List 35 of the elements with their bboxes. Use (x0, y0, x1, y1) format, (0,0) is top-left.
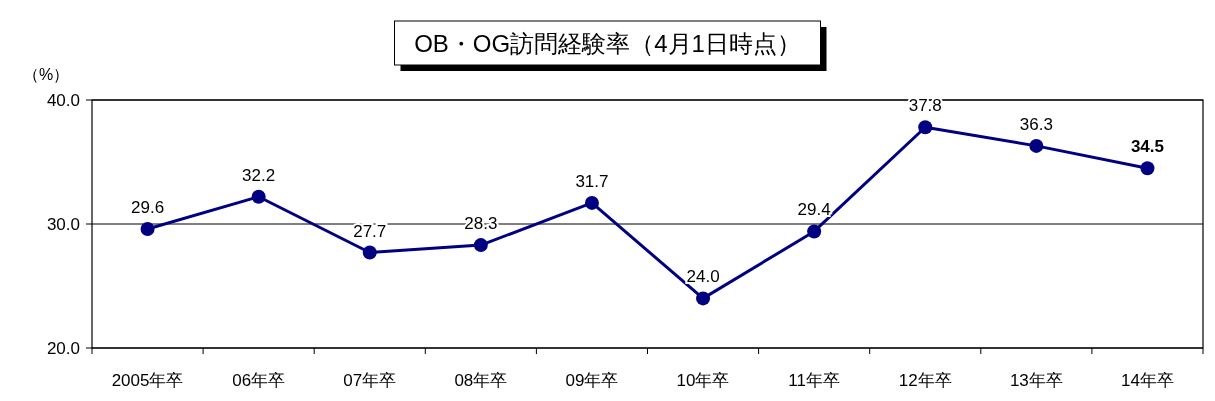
text: 32.2 (242, 165, 276, 185)
x-tick-label: 13年卒 (1009, 371, 1063, 390)
x-tick-label: 07年卒 (343, 371, 397, 390)
text: 27.7 (353, 221, 387, 241)
point (584, 195, 599, 210)
x-tick-label: 12年卒 (898, 371, 952, 390)
y-tick-label: 20.0 (46, 338, 80, 358)
text: 24.0 (686, 267, 720, 287)
text: 28.3 (464, 214, 498, 234)
point (362, 245, 377, 260)
y-axis-title: （%） (22, 66, 70, 83)
point (696, 291, 711, 306)
x-tick-label: 10年卒 (676, 371, 730, 390)
text: 34.5 (1130, 137, 1164, 157)
y-tick-label: 40.0 (46, 90, 80, 110)
text: 37.8 (908, 96, 942, 116)
x-tick-label: 09年卒 (565, 371, 619, 390)
x-tick-label: 2005年卒 (111, 371, 184, 390)
x-tick-label: 11年卒 (788, 371, 840, 390)
text: 36.3 (1019, 114, 1053, 134)
text: 29.4 (797, 200, 831, 220)
text: 31.7 (575, 171, 609, 191)
y-tick-label: 30.0 (46, 214, 80, 234)
point (473, 238, 488, 253)
point (1140, 161, 1155, 176)
text: 29.6 (131, 197, 165, 217)
point (807, 224, 822, 239)
x-tick-label: 06年卒 (232, 371, 286, 390)
point (1029, 138, 1044, 153)
point (918, 120, 933, 135)
chart-title: OB・OG訪問経験率（4月1日時点） (414, 30, 801, 57)
point (251, 189, 266, 204)
x-tick-label: 08年卒 (454, 371, 508, 390)
point (140, 221, 155, 236)
x-tick-label: 14年卒 (1120, 371, 1174, 390)
